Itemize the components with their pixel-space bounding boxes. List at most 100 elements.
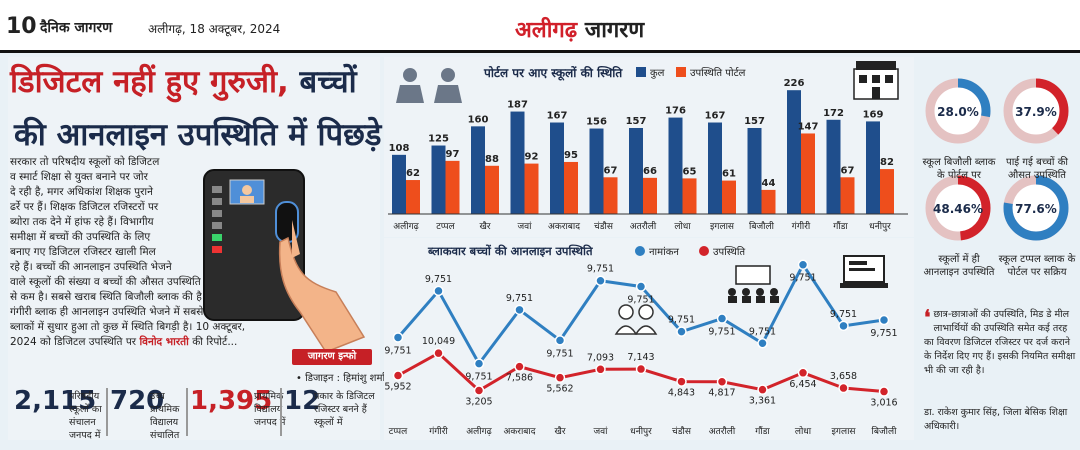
- headline-line-1: डिजिटल नहीं हुए गुरुजी, बच्चों: [10, 60, 357, 102]
- attendance-value-label: 3,016: [870, 398, 897, 409]
- story-line: दे रही है, मगर अधिकांश शिक्षक पुराने: [10, 186, 153, 198]
- enrolment-value-label: 9,751: [465, 372, 492, 383]
- attendance-value-label: 6,454: [789, 379, 816, 390]
- bar-total: [550, 122, 564, 214]
- bar-value-label: 97: [446, 149, 460, 160]
- classroom-student-body: [728, 296, 737, 303]
- story-line: बनाए गए डिजिटल रजिस्टर खाली मिल: [10, 246, 156, 258]
- headline-part-1: डिजिटल नहीं हुए गुरुजी,: [10, 64, 289, 100]
- attendance-point: [514, 361, 525, 372]
- category-label: चंडौस: [672, 425, 692, 437]
- enrolment-value-label: 9,751: [708, 327, 735, 338]
- enrolment-point: [514, 304, 525, 316]
- attendance-value-label: 3,205: [465, 397, 492, 408]
- school-window: [885, 75, 893, 83]
- enrolment-point: [878, 314, 890, 326]
- category-label: गौंडा: [833, 220, 848, 232]
- attendance-point: [797, 367, 809, 379]
- masthead: 10 दैनिक जागरण अलीगढ़, 18 अक्टूबर, 2024 …: [0, 0, 1080, 53]
- classroom-student: [742, 288, 750, 296]
- donut-arc: [925, 78, 991, 144]
- bar-total: [510, 111, 525, 214]
- bar-total: [392, 154, 406, 214]
- classroom-student: [770, 288, 778, 296]
- school-window: [872, 75, 880, 83]
- attendance-point: [473, 385, 485, 396]
- bar-value-label: 125: [428, 134, 449, 145]
- dateline: अलीगढ़, 18 अक्टूबर, 2024: [148, 22, 281, 36]
- computer-base: [840, 283, 888, 288]
- category-label: चंडौस: [594, 220, 614, 232]
- reporter-name: विनोद भारती: [139, 336, 189, 348]
- students-icon: [614, 304, 658, 335]
- category-label: अकराबाद: [503, 427, 535, 437]
- story-line: समीक्षा में बच्चों की उपस्थिति के लिए: [10, 231, 151, 243]
- bar-total: [826, 119, 841, 214]
- story-line: सरकार तो परिषदीय स्कूलों को डिजिटल: [10, 156, 160, 168]
- student-head: [618, 304, 634, 320]
- bar-value-label: 176: [665, 106, 686, 117]
- attendance-point: [554, 372, 566, 383]
- bar-value-label: 156: [586, 117, 607, 128]
- category-label: बिजौली: [749, 220, 775, 232]
- stat-value: 720: [110, 386, 165, 416]
- legend-label: उपस्थिति पोर्टल: [690, 67, 746, 79]
- bar-value-label: 169: [863, 109, 884, 120]
- edition-name: जागरण: [584, 17, 645, 43]
- attendance-value-label: 5,952: [384, 382, 411, 393]
- bar-total: [708, 122, 722, 214]
- bar-value-label: 82: [880, 157, 894, 168]
- stat-label: प्राथमिक विद्यालय जनपद में: [254, 391, 286, 428]
- stat-divider: [106, 388, 108, 436]
- bar-value-label: 160: [468, 114, 489, 125]
- bar-value-label: 187: [507, 100, 528, 111]
- bar-portal: [406, 180, 420, 214]
- attendance-point: [716, 376, 728, 387]
- bar-value-label: 226: [784, 78, 805, 89]
- category-label: इगलास: [831, 427, 856, 437]
- donut-label: स्कूल टप्पल ब्लाक के पोर्टल पर सक्रिय: [998, 254, 1076, 278]
- enrolment-point: [676, 326, 687, 337]
- enrolment-value-label: 9,751: [627, 295, 654, 306]
- classroom-student-body: [770, 296, 779, 303]
- story-line: गंगीरी ब्लाक ही आनलाइन उपस्थिति भेजने मे…: [10, 306, 255, 318]
- category-label: अतरौली: [630, 220, 657, 232]
- stat-value: 1,395: [190, 386, 273, 416]
- edition-city: अलीगढ़: [515, 17, 578, 43]
- bar-value-label: 88: [485, 154, 499, 165]
- classroom-student: [756, 288, 764, 296]
- category-label: अलीगढ़: [466, 425, 492, 437]
- attendance-value-label: 10,049: [422, 336, 455, 347]
- enrolment-value-label: 9,751: [587, 264, 614, 275]
- enrolment-value-label: 9,751: [749, 326, 776, 337]
- bar-value-label: 147: [798, 121, 819, 132]
- attendance-value-label: 3,361: [749, 396, 776, 407]
- bar-chart: पोर्टल पर आए स्कूलों की स्थिति कुल उपस्थित…: [384, 57, 914, 237]
- stat-divider: [280, 388, 282, 436]
- attendance-value-label: 7,093: [587, 352, 614, 363]
- legend-label: नामांकन: [649, 246, 679, 258]
- category-label: जवां: [593, 426, 608, 437]
- donut-value: 48.46%: [933, 202, 983, 216]
- donut-arc: [1003, 78, 1069, 144]
- category-label: गंगीरी: [792, 220, 811, 232]
- attendance-value-label: 7,143: [627, 352, 654, 363]
- category-label: जवां: [517, 221, 532, 232]
- enrolment-value-label: 9,751: [425, 274, 452, 285]
- attendance-point: [433, 347, 444, 359]
- bar-value-label: 62: [406, 168, 420, 179]
- bar-portal: [485, 165, 499, 214]
- teacher-body: [434, 85, 462, 103]
- donut-label: स्कूलों में ही आनलाइन उपस्थिति: [923, 254, 995, 278]
- school-door: [872, 87, 880, 99]
- student-body: [634, 325, 658, 335]
- story-line-last: 2024 को डिजिटल उपस्थिति पर विनोद भारती क…: [10, 335, 290, 350]
- bar-portal: [840, 177, 855, 214]
- bar-portal: [603, 177, 618, 214]
- bar-value-label: 92: [525, 152, 539, 163]
- bar-value-label: 157: [744, 116, 765, 127]
- attendance-point: [635, 363, 647, 375]
- attendance-value-label: 3,658: [830, 371, 857, 382]
- category-label: धनीपुर: [869, 220, 891, 232]
